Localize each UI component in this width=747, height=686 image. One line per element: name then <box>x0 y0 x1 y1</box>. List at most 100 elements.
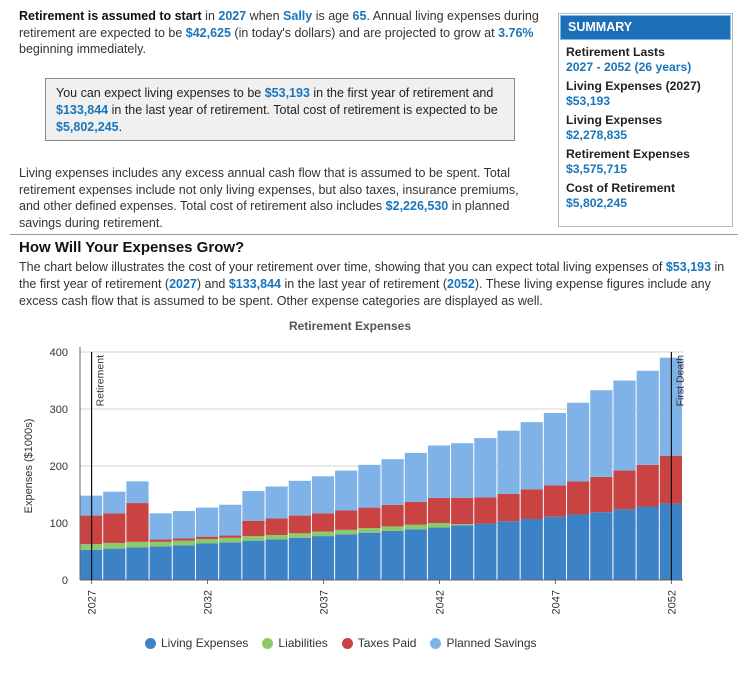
y-axis-label: Expenses ($1000s) <box>23 419 35 514</box>
y-tick-label: 400 <box>50 347 68 359</box>
bar-segment-living-expenses <box>288 537 311 580</box>
description-text-1: Living expenses includes any excess annu… <box>19 166 519 213</box>
summary-label: Retirement Lasts <box>566 45 665 59</box>
intro-text-4: . Annual living expenses during retireme… <box>19 9 539 40</box>
bar-segment-liabilities <box>195 538 219 544</box>
intro-lead: Retirement is assumed to start <box>19 9 202 23</box>
callout-last-year: $133,844 <box>56 103 109 117</box>
bar-segment-taxes-paid <box>358 507 381 529</box>
bar-segment-taxes-paid <box>497 493 520 522</box>
intro-text-5: (in today's dollars) and are projected t… <box>230 25 499 40</box>
bar-segment-taxes-paid <box>427 497 451 523</box>
retirement-expenses-chart: 0 100 200 300 400 Expenses ($1000s) 2027 2032 20… <box>23 347 686 614</box>
intro-text-2: when <box>246 9 284 23</box>
bar-segment-taxes-paid <box>451 497 474 525</box>
bar-segment-liabilities <box>172 540 195 546</box>
bar-segment-planned-savings <box>311 476 335 514</box>
callout-total: $5,802,245 <box>56 120 119 134</box>
summary-item-retirement-expenses: Retirement Expenses $3,575,715 <box>566 147 725 177</box>
legend-swatch-liabilities <box>262 637 274 649</box>
bar-segment-living-expenses <box>311 536 335 580</box>
bar-segment-planned-savings <box>497 430 520 494</box>
legend-label: Taxes Paid <box>357 636 417 650</box>
summary-item-living-expenses: Living Expenses $2,278,835 <box>566 113 725 143</box>
legend-label: Planned Savings <box>446 636 537 650</box>
y-tick-label: 300 <box>50 404 68 416</box>
summary-label: Living Expenses <box>566 113 663 127</box>
bar-segment-planned-savings <box>567 402 590 482</box>
bar-segment-planned-savings <box>242 491 265 521</box>
legend-swatch-taxes <box>341 637 353 649</box>
bar-segment-taxes-paid <box>265 518 288 535</box>
bar-segment-liabilities <box>126 541 149 548</box>
bar-segment-living-expenses <box>567 514 590 580</box>
summary-body: Retirement Lasts 2027 - 2052 (26 years) … <box>559 41 732 211</box>
bar-segment-living-expenses <box>451 525 474 580</box>
bar-segment-living-expenses <box>126 547 149 580</box>
x-tick-label: 2027 <box>87 590 99 614</box>
bar-segment-living-expenses <box>219 542 242 580</box>
bar-segment-planned-savings <box>335 470 358 511</box>
intro-name: Sally <box>283 9 313 23</box>
bar-segment-taxes-paid <box>242 520 265 537</box>
callout-text-2: in the first year of retirement and <box>309 86 494 100</box>
bar-segment-living-expenses <box>427 527 451 580</box>
bar-segment-living-expenses <box>497 521 520 580</box>
bar-segment-taxes-paid <box>149 539 172 542</box>
bar-segment-liabilities <box>427 523 451 528</box>
legend-item-taxes-paid[interactable]: Taxes Paid <box>341 636 417 650</box>
bar-segment-taxes-paid <box>520 489 543 520</box>
bar-segment-liabilities <box>311 531 335 537</box>
bar-segment-taxes-paid <box>404 501 427 525</box>
y-tick-label: 200 <box>50 461 68 473</box>
bar-segment-liabilities <box>335 529 358 535</box>
callout-first-year: $53,193 <box>264 86 310 100</box>
x-tick-label: 2047 <box>550 590 562 614</box>
intro-expense-today: $42,625 <box>185 25 231 40</box>
summary-value: $53,193 <box>566 94 611 108</box>
marker-label: Retirement <box>95 355 107 406</box>
bar-segment-taxes-paid <box>103 513 126 543</box>
section-divider <box>10 234 738 235</box>
legend-swatch-living <box>145 637 156 649</box>
summary-value: $3,575,715 <box>566 162 627 176</box>
section-text-1: The chart below illustrates the cost of … <box>19 260 666 274</box>
intro-age: 65 <box>352 9 367 23</box>
summary-item-cost-of-retirement: Cost of Retirement $5,802,245 <box>566 181 725 211</box>
callout-text-3: in the last year of retirement. Total co… <box>108 103 498 117</box>
bar-segment-living-expenses <box>590 512 613 580</box>
summary-panel: SUMMARY Retirement Lasts 2027 - 2052 (26… <box>558 13 733 227</box>
legend-item-liabilities[interactable]: Liabilities <box>262 636 328 650</box>
bar-segment-planned-savings <box>590 390 613 477</box>
bar-segment-living-expenses <box>381 530 404 580</box>
summary-label: Living Expenses (2027) <box>566 79 701 93</box>
bar-segment-liabilities <box>358 528 381 533</box>
summary-label: Retirement Expenses <box>566 147 690 161</box>
section-start-year: 2027 <box>169 277 197 291</box>
legend-item-living-expenses[interactable]: Living Expenses <box>145 636 248 650</box>
bar-segment-planned-savings <box>520 422 543 490</box>
bar-segment-taxes-paid <box>567 481 590 515</box>
x-tick-label: 2042 <box>434 590 446 614</box>
intro-text-6: beginning immediately. <box>19 42 146 56</box>
bar-segment-planned-savings <box>404 452 427 502</box>
section-text-3: ) and <box>196 277 229 291</box>
section-text-2: in the first year of retirement ( <box>19 260 725 291</box>
bar-segment-living-expenses <box>520 519 543 580</box>
summary-value: $5,802,245 <box>566 196 627 210</box>
section-last-amount: $133,844 <box>228 277 281 291</box>
bar-segment-planned-savings <box>613 380 636 471</box>
x-tick-label: 2032 <box>203 590 215 614</box>
summary-item-living-expenses-2027: Living Expenses (2027) $53,193 <box>566 79 725 109</box>
bar-segment-planned-savings <box>126 481 149 504</box>
bar-segment-planned-savings <box>451 443 474 498</box>
section-first-amount: $53,193 <box>665 260 712 274</box>
legend-label: Liabilities <box>278 636 328 650</box>
bar-segment-taxes-paid <box>288 515 311 534</box>
legend-item-planned-savings[interactable]: Planned Savings <box>430 636 537 650</box>
description-savings: $2,226,530 <box>385 199 449 213</box>
bar-segment-living-expenses <box>195 543 219 580</box>
bar-segment-taxes-paid <box>172 538 195 541</box>
bar-segment-planned-savings <box>427 445 451 498</box>
bar-segment-planned-savings <box>288 480 311 516</box>
